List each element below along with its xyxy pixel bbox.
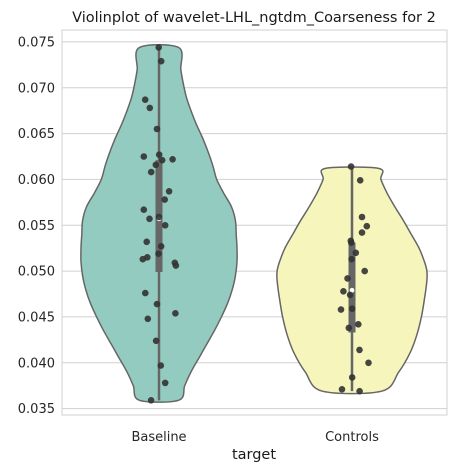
data-point bbox=[348, 305, 356, 313]
data-point bbox=[348, 255, 355, 263]
y-tick-label: 0.075 bbox=[18, 35, 55, 50]
y-tick-label: 0.050 bbox=[18, 265, 55, 280]
y-tick-label: 0.045 bbox=[18, 310, 55, 325]
data-point bbox=[161, 222, 169, 229]
data-point bbox=[153, 300, 161, 308]
data-point bbox=[147, 397, 155, 404]
data-point bbox=[172, 310, 179, 317]
data-point bbox=[158, 156, 166, 164]
data-point bbox=[161, 379, 169, 387]
data-point bbox=[361, 267, 369, 275]
data-point bbox=[146, 215, 153, 223]
data-point bbox=[157, 243, 165, 250]
y-tick-label: 0.035 bbox=[18, 402, 55, 417]
data-point bbox=[356, 346, 363, 354]
data-point bbox=[347, 163, 355, 170]
data-point bbox=[352, 249, 360, 257]
y-tick-label: 0.055 bbox=[18, 219, 55, 234]
data-point bbox=[155, 44, 162, 51]
y-tick-label: 0.070 bbox=[18, 81, 55, 96]
data-point bbox=[346, 291, 354, 299]
data-point bbox=[337, 306, 345, 313]
data-point bbox=[157, 362, 165, 369]
data-point bbox=[146, 104, 154, 112]
data-point bbox=[348, 239, 355, 246]
data-point bbox=[172, 262, 180, 269]
data-point bbox=[141, 96, 149, 103]
data-point bbox=[143, 238, 150, 246]
iqr-box bbox=[348, 242, 356, 333]
x-tick-label: Baseline bbox=[131, 430, 186, 445]
y-tick-label: 0.060 bbox=[18, 173, 55, 188]
data-point bbox=[144, 315, 152, 323]
data-point bbox=[363, 222, 371, 230]
data-point bbox=[358, 229, 366, 236]
data-point bbox=[355, 321, 362, 328]
x-axis-label: target bbox=[232, 447, 276, 463]
data-point bbox=[155, 151, 163, 158]
data-point bbox=[161, 196, 168, 203]
data-point bbox=[155, 250, 162, 257]
data-point bbox=[157, 57, 165, 65]
median-marker bbox=[349, 287, 355, 293]
data-point bbox=[147, 168, 155, 176]
chart-title: Violinplot of wavelet-LHL_ngtdm_Coarsene… bbox=[72, 10, 436, 26]
violins bbox=[80, 43, 428, 403]
data-point bbox=[365, 359, 372, 367]
data-point bbox=[169, 156, 176, 163]
data-point bbox=[140, 206, 148, 213]
data-point bbox=[152, 337, 160, 345]
data-point bbox=[344, 275, 351, 282]
data-points bbox=[139, 44, 372, 404]
y-tick-label: 0.065 bbox=[18, 127, 55, 142]
data-point bbox=[338, 386, 346, 393]
data-point bbox=[345, 324, 353, 332]
data-point bbox=[356, 177, 364, 184]
x-tick-labels: Baseline Controls bbox=[131, 430, 379, 445]
x-tick-label: Controls bbox=[325, 430, 379, 445]
data-point bbox=[142, 289, 149, 297]
data-point bbox=[152, 161, 160, 169]
data-point bbox=[165, 188, 173, 195]
data-point bbox=[348, 374, 356, 381]
data-point bbox=[358, 213, 366, 221]
data-point bbox=[356, 387, 363, 395]
data-point bbox=[340, 288, 347, 295]
data-point bbox=[139, 255, 147, 263]
data-point bbox=[153, 125, 161, 133]
y-tick-label: 0.040 bbox=[18, 356, 55, 371]
plot-frame bbox=[61, 29, 448, 416]
data-point bbox=[140, 153, 148, 160]
data-point bbox=[155, 213, 163, 221]
y-tick-labels: 0.035 0.040 0.045 0.050 0.055 0.060 0.065 0.070… bbox=[18, 35, 55, 417]
